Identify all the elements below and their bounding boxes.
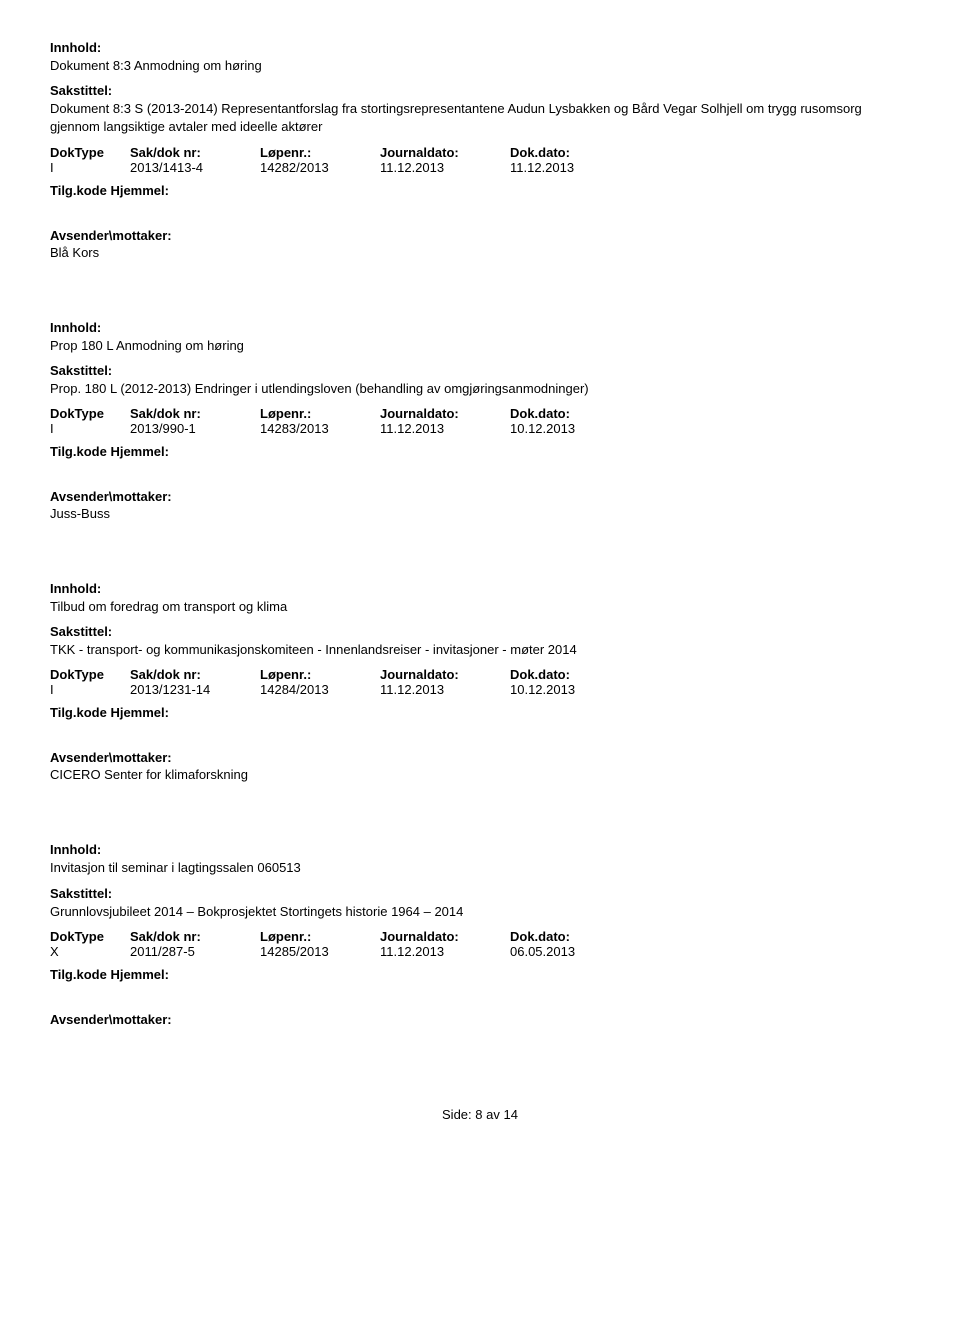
hjemmel-label: Hjemmel:: [110, 967, 169, 982]
col-dokdato-header: Dok.dato:: [510, 145, 630, 160]
row-data: I 2013/990-1 14283/2013 11.12.2013 10.12…: [50, 421, 910, 436]
sakstittel-text: Prop. 180 L (2012-2013) Endringer i utle…: [50, 380, 910, 398]
innhold-label: Innhold:: [50, 581, 910, 596]
page-footer: Side: 8 av 14: [50, 1107, 910, 1122]
tilgkode-label: Tilg.kode: [50, 705, 107, 720]
col-journaldato-header: Journaldato:: [380, 667, 510, 682]
col-lopenr-header: Løpenr.:: [260, 929, 380, 944]
dokdato-value: 06.05.2013: [510, 944, 630, 959]
avsender-label: Avsender\mottaker:: [50, 489, 910, 504]
innhold-text: Invitasjon til seminar i lagtingssalen 0…: [50, 859, 910, 877]
sakstittel-label: Sakstittel:: [50, 624, 910, 639]
journaldato-value: 11.12.2013: [380, 421, 510, 436]
journal-entry: Innhold: Invitasjon til seminar i lagtin…: [50, 842, 910, 1026]
col-journaldato-header: Journaldato:: [380, 929, 510, 944]
sakstittel-label: Sakstittel:: [50, 83, 910, 98]
tilgkode-row: Tilg.kode Hjemmel:: [50, 183, 910, 198]
row-header: DokType Sak/dok nr: Løpenr.: Journaldato…: [50, 406, 910, 421]
hjemmel-label: Hjemmel:: [110, 705, 169, 720]
col-journaldato-header: Journaldato:: [380, 145, 510, 160]
col-journaldato-header: Journaldato:: [380, 406, 510, 421]
avsender-label: Avsender\mottaker:: [50, 750, 910, 765]
saknr-value: 2013/1231-14: [130, 682, 260, 697]
row-header: DokType Sak/dok nr: Løpenr.: Journaldato…: [50, 145, 910, 160]
lopenr-value: 14284/2013: [260, 682, 380, 697]
saknr-value: 2011/287-5: [130, 944, 260, 959]
row-header: DokType Sak/dok nr: Løpenr.: Journaldato…: [50, 929, 910, 944]
dokdato-value: 11.12.2013: [510, 160, 630, 175]
avsender-value: CICERO Senter for klimaforskning: [50, 767, 910, 782]
col-doktype-header: DokType: [50, 406, 130, 421]
col-lopenr-header: Løpenr.:: [260, 406, 380, 421]
avsender-label: Avsender\mottaker:: [50, 228, 910, 243]
avsender-value: Juss-Buss: [50, 506, 910, 521]
journaldato-value: 11.12.2013: [380, 160, 510, 175]
doktype-value: I: [50, 682, 130, 697]
avsender-value: Blå Kors: [50, 245, 910, 260]
col-doktype-header: DokType: [50, 145, 130, 160]
col-doktype-header: DokType: [50, 929, 130, 944]
row-data: I 2013/1231-14 14284/2013 11.12.2013 10.…: [50, 682, 910, 697]
col-lopenr-header: Løpenr.:: [260, 667, 380, 682]
col-dokdato-header: Dok.dato:: [510, 929, 630, 944]
sakstittel-label: Sakstittel:: [50, 886, 910, 901]
sakstittel-text: Dokument 8:3 S (2013-2014) Representantf…: [50, 100, 910, 136]
hjemmel-label: Hjemmel:: [110, 183, 169, 198]
dokdato-value: 10.12.2013: [510, 421, 630, 436]
sakstittel-text: TKK - transport- og kommunikasjonskomite…: [50, 641, 910, 659]
journal-entry: Innhold: Tilbud om foredrag om transport…: [50, 581, 910, 782]
tilgkode-label: Tilg.kode: [50, 183, 107, 198]
doktype-value: I: [50, 421, 130, 436]
col-saknr-header: Sak/dok nr:: [130, 929, 260, 944]
innhold-label: Innhold:: [50, 842, 910, 857]
journal-entry: Innhold: Prop 180 L Anmodning om høring …: [50, 320, 910, 521]
col-saknr-header: Sak/dok nr:: [130, 667, 260, 682]
tilgkode-label: Tilg.kode: [50, 444, 107, 459]
avsender-label: Avsender\mottaker:: [50, 1012, 910, 1027]
innhold-label: Innhold:: [50, 40, 910, 55]
innhold-text: Tilbud om foredrag om transport og klima: [50, 598, 910, 616]
row-header: DokType Sak/dok nr: Løpenr.: Journaldato…: [50, 667, 910, 682]
journaldato-value: 11.12.2013: [380, 682, 510, 697]
lopenr-value: 14283/2013: [260, 421, 380, 436]
footer-total: 14: [504, 1107, 518, 1122]
dokdato-value: 10.12.2013: [510, 682, 630, 697]
hjemmel-label: Hjemmel:: [110, 444, 169, 459]
doktype-value: I: [50, 160, 130, 175]
journal-entry: Innhold: Dokument 8:3 Anmodning om hørin…: [50, 40, 910, 260]
col-dokdato-header: Dok.dato:: [510, 667, 630, 682]
row-data: X 2011/287-5 14285/2013 11.12.2013 06.05…: [50, 944, 910, 959]
col-saknr-header: Sak/dok nr:: [130, 406, 260, 421]
tilgkode-row: Tilg.kode Hjemmel:: [50, 967, 910, 982]
col-doktype-header: DokType: [50, 667, 130, 682]
footer-current: 8: [475, 1107, 482, 1122]
tilgkode-row: Tilg.kode Hjemmel:: [50, 705, 910, 720]
saknr-value: 2013/1413-4: [130, 160, 260, 175]
journaldato-value: 11.12.2013: [380, 944, 510, 959]
saknr-value: 2013/990-1: [130, 421, 260, 436]
col-dokdato-header: Dok.dato:: [510, 406, 630, 421]
innhold-text: Prop 180 L Anmodning om høring: [50, 337, 910, 355]
doktype-value: X: [50, 944, 130, 959]
tilgkode-row: Tilg.kode Hjemmel:: [50, 444, 910, 459]
sakstittel-label: Sakstittel:: [50, 363, 910, 378]
lopenr-value: 14282/2013: [260, 160, 380, 175]
innhold-label: Innhold:: [50, 320, 910, 335]
tilgkode-label: Tilg.kode: [50, 967, 107, 982]
document-page: Innhold: Dokument 8:3 Anmodning om hørin…: [0, 0, 960, 1162]
lopenr-value: 14285/2013: [260, 944, 380, 959]
col-lopenr-header: Løpenr.:: [260, 145, 380, 160]
footer-sep: av: [486, 1107, 500, 1122]
footer-prefix: Side:: [442, 1107, 472, 1122]
col-saknr-header: Sak/dok nr:: [130, 145, 260, 160]
row-data: I 2013/1413-4 14282/2013 11.12.2013 11.1…: [50, 160, 910, 175]
innhold-text: Dokument 8:3 Anmodning om høring: [50, 57, 910, 75]
sakstittel-text: Grunnlovsjubileet 2014 – Bokprosjektet S…: [50, 903, 910, 921]
